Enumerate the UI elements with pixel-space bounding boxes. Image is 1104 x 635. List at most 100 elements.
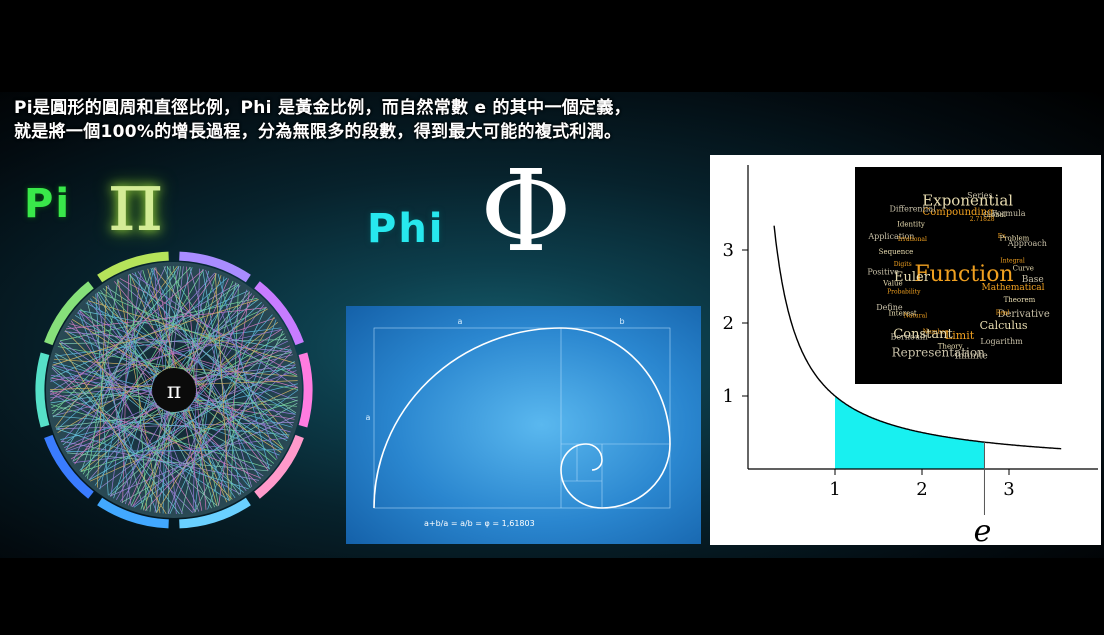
word-cloud-word: Theorem <box>1004 296 1036 304</box>
pi-chord <box>64 330 233 500</box>
caption-line-1: Pi是圓形的圓周和直徑比例，Phi 是黃金比例，而自然常數 e 的其中一個定義， <box>14 98 631 118</box>
word-cloud-word: Series <box>967 191 992 200</box>
y-tick-label: 2 <box>723 313 734 334</box>
pi-ring-segment <box>97 497 169 529</box>
word-cloud-word: Positive <box>867 268 899 277</box>
pi-chord <box>65 265 180 451</box>
pi-chord <box>166 266 284 449</box>
pi-chord <box>205 269 278 459</box>
pi-chord <box>156 316 275 513</box>
pi-chord <box>109 415 296 497</box>
y-tick-label: 3 <box>723 240 734 261</box>
pi-chord <box>97 285 107 488</box>
pi-chord <box>55 265 178 428</box>
word-cloud-word: Theory <box>938 343 963 351</box>
word-cloud-word: Interest <box>889 310 917 318</box>
pi-chord <box>59 340 264 477</box>
word-cloud-word: Constant <box>893 327 953 342</box>
pi-chord <box>87 279 119 479</box>
word-cloud-word: Formula <box>992 209 1026 218</box>
word-cloud-word: Function <box>914 262 1013 287</box>
caption-line-2: 就是將一個100%的增長過程，分為無限多的段數，得到最大可能的複式利潤。 <box>14 122 622 142</box>
word-cloud-word: Differential <box>889 204 936 213</box>
word-cloud-word: Calculus <box>980 319 1028 332</box>
word-cloud-word: Logarithm <box>980 337 1023 346</box>
pi-ring-segment <box>254 434 304 499</box>
word-cloud-word: Euler <box>894 270 931 285</box>
pi-chord <box>167 289 248 514</box>
word-cloud-word: Identity <box>897 221 925 229</box>
pi-chord <box>85 302 296 415</box>
pi-chord <box>50 269 204 402</box>
golden-spiral <box>373 327 671 509</box>
pi-chord <box>59 342 167 514</box>
pi-chord <box>60 440 259 481</box>
word-cloud-word: Global <box>983 211 1007 219</box>
pi-ring-segment <box>44 434 94 499</box>
pi-chord <box>218 291 250 506</box>
word-cloud-word: Probability <box>887 288 921 295</box>
pi-circle-visualization: π <box>35 251 313 529</box>
word-cloud-word: Real <box>996 310 1010 317</box>
pi-chord <box>52 298 259 366</box>
pi-chord <box>67 452 269 472</box>
pi-chord <box>207 319 277 510</box>
phi-symbol: Φ <box>480 147 572 277</box>
curve-one-over-x <box>773 225 1062 450</box>
golden-label-a-top: a <box>458 317 463 326</box>
pi-chord <box>96 292 132 507</box>
pi-chord <box>129 273 148 512</box>
pi-chord <box>214 273 230 502</box>
golden-label-b-top: b <box>619 317 624 326</box>
pi-chord <box>54 354 180 515</box>
pi-ring-segment <box>44 281 94 346</box>
pi-chord <box>66 307 267 330</box>
pi-chord <box>78 309 183 514</box>
pi-chord <box>163 266 251 488</box>
pi-chord <box>132 364 296 508</box>
golden-formula: a+b/a = a/b = φ = 1,61803 <box>424 519 535 528</box>
x-tick-label: 3 <box>1003 479 1014 500</box>
pi-ring-segment <box>179 497 251 529</box>
y-tick-label: 1 <box>723 386 734 407</box>
word-cloud-word: Curve <box>1013 265 1034 273</box>
pi-chord <box>66 449 283 452</box>
word-cloud-word: Define <box>876 303 903 312</box>
pi-chord <box>217 274 270 470</box>
pi-chord <box>131 273 299 389</box>
pi-ring-segment <box>298 352 313 428</box>
pi-chord <box>60 297 258 342</box>
golden-ratio-panel: a b a a+b/a = a/b = φ = 1,61803 <box>346 306 701 544</box>
word-cloud-word: Approach <box>1007 239 1047 248</box>
pi-center-disc <box>152 368 196 412</box>
pi-chord <box>64 331 293 353</box>
caption: Pi是圓形的圓周和直徑比例，Phi 是黃金比例，而自然常數 e 的其中一個定義，… <box>14 96 1094 144</box>
word-cloud-word: Problem <box>1000 234 1030 242</box>
pi-chord <box>52 415 290 436</box>
pi-chord <box>52 283 239 418</box>
word-cloud-word: 2.71828 <box>970 216 995 223</box>
word-cloud-word: Sequence <box>879 248 914 256</box>
pi-symbol: π <box>108 152 164 250</box>
pi-chord <box>74 273 217 465</box>
pi-chord <box>194 330 284 513</box>
pi-chord <box>52 366 218 507</box>
word-cloud-word: Number <box>923 329 948 336</box>
word-cloud-word: Representation <box>892 346 986 360</box>
word-cloud-word: Base <box>1022 275 1044 285</box>
pi-ring-segment <box>254 281 304 346</box>
pi-center-symbol: π <box>167 379 181 404</box>
pi-chord <box>80 399 298 473</box>
pi-chord <box>119 278 298 376</box>
word-cloud-word: Compounding <box>923 207 994 218</box>
word-cloud-word: Derivative <box>997 309 1049 320</box>
pi-chord <box>95 293 109 496</box>
word-cloud-word: Limit <box>945 329 975 342</box>
pi-chord <box>50 328 283 382</box>
word-cloud-word: Mathematical <box>982 283 1045 293</box>
e-marker-label: e <box>974 514 992 545</box>
shaded-area-1-to-e <box>835 396 985 469</box>
x-tick-label: 2 <box>916 479 927 500</box>
